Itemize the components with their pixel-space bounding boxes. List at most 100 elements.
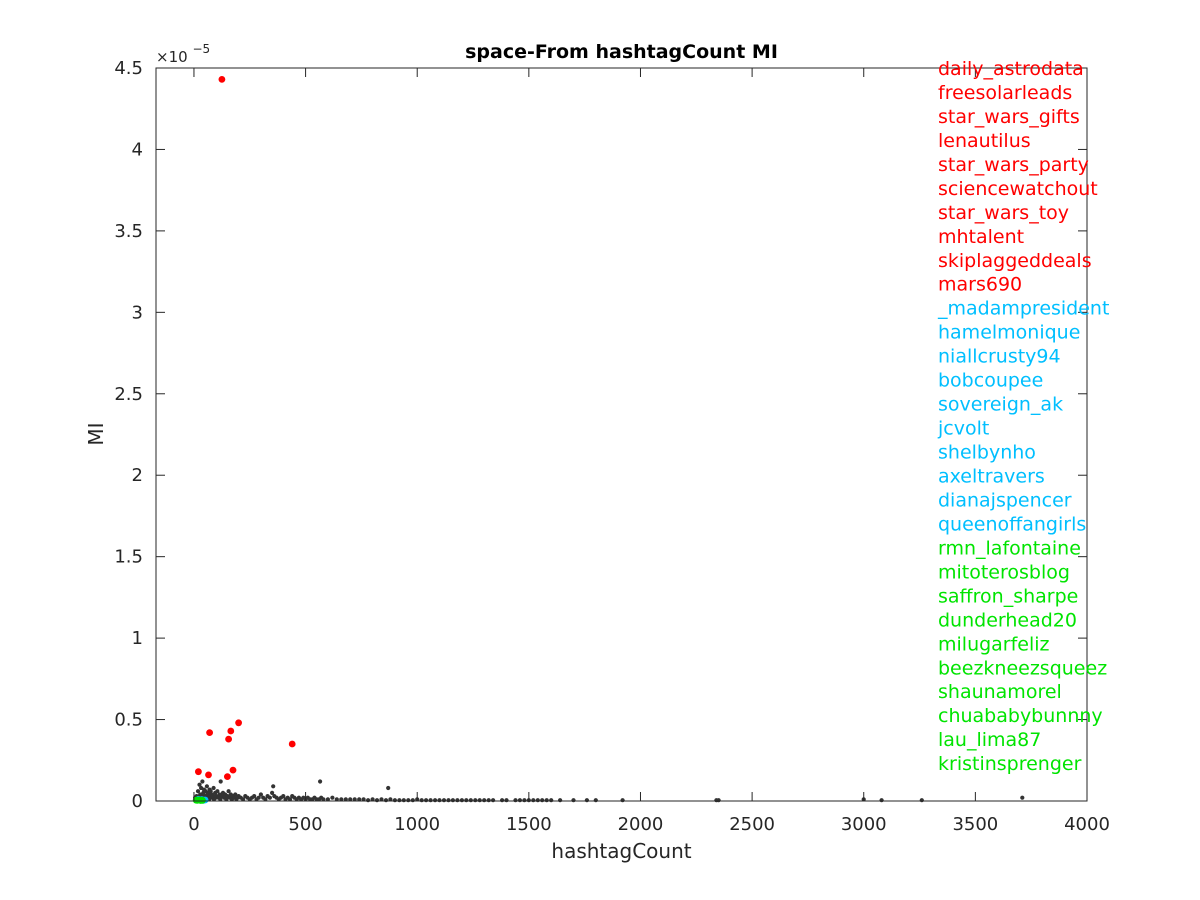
hashtag-label: skiplaggeddeals [938,250,1092,272]
data-point [334,797,339,802]
y-tick-label: 0 [132,791,143,812]
data-point [388,797,393,802]
data-point [392,798,397,803]
x-axis-label: hashtagCount [551,839,691,863]
plot-area [156,68,1087,801]
data-point [235,719,243,727]
data-point [215,789,220,794]
data-point [224,773,231,780]
hashtag-label: saffron_sharpe [938,585,1078,607]
y-axis-label: MI [84,422,108,445]
data-point [513,798,518,803]
data-point [199,796,206,804]
data-point [330,795,335,800]
data-point [517,798,523,803]
data-point [491,798,496,803]
data-point [441,798,447,803]
x-axis-ticks: 0 500 1000 1500 2000 2500 3000 3500 4000 [188,68,1110,835]
data-point [535,798,540,803]
data-point [540,798,545,803]
hashtag-label: bobcoupee [938,370,1043,392]
data-point [386,785,391,791]
data-point [879,798,884,803]
data-point [450,798,455,803]
hashtag-label: axeltravers [938,465,1045,487]
hashtag-label: milugarfeliz [938,633,1050,655]
data-point [225,735,233,743]
data-point [197,782,202,787]
data-point [271,784,276,789]
data-point [419,798,424,803]
chart-title: space-From hashtagCount MI [465,41,778,63]
data-point [229,766,237,774]
data-point [482,798,487,803]
data-point [233,792,238,797]
data-point [281,794,286,799]
hashtag-label: hamelmonique [938,322,1080,344]
data-point [1020,795,1025,800]
y-multiplier-exponent: −5 [192,42,210,56]
hashtag-label: star_wars_gifts [938,106,1080,128]
hashtag-label: shelbynho [938,442,1036,464]
data-point [343,797,348,802]
hashtag-label: rmn_lafontaine [938,537,1081,559]
data-point [287,797,293,802]
x-tick-label: 2500 [729,814,775,835]
data-point [218,76,226,83]
hashtag-label: sovereign_ak [938,394,1063,416]
data-point [211,785,216,791]
hashtag-label: star_wars_party [938,154,1089,176]
x-tick-label: 2000 [618,814,664,835]
data-point [620,798,625,803]
data-point [366,798,371,803]
data-point [288,740,296,748]
hashtag-label: dunderhead20 [938,609,1077,631]
data-point [428,798,433,803]
data-point [321,797,326,802]
x-tick-label: 3000 [841,814,887,835]
data-point [370,797,375,802]
hashtag-label: kristinsprenger [938,753,1082,775]
y-tick-label: 2.5 [114,384,143,405]
hashtag-label: niallcrusty94 [938,346,1061,368]
hashtag-label: beezkneezsqueez [938,657,1107,679]
data-point [383,798,389,803]
data-point [361,797,366,802]
y-axis-multiplier: ×10 −5 [156,42,210,66]
hashtag-label: freesolarleads [938,82,1072,104]
data-point [252,794,257,799]
hashtag-label: star_wars_toy [938,202,1069,224]
y-tick-label: 2 [132,465,143,486]
data-point [241,797,246,802]
data-point [558,798,563,803]
data-point [477,798,482,803]
x-tick-label: 0 [188,814,199,835]
y-tick-label: 1.5 [114,547,143,568]
data-point [464,798,469,803]
data-point [379,797,384,802]
data-point [200,779,205,784]
hashtag-label: lenautilus [938,130,1031,152]
data-point [593,798,598,803]
data-point [397,798,402,803]
data-point [318,779,323,784]
y-tick-label: 3 [132,302,143,323]
data-point [401,798,406,803]
y-multiplier-base: ×10 [156,48,188,66]
data-point [716,798,721,803]
data-point [549,798,554,803]
data-point [218,779,223,784]
data-point [406,798,411,803]
data-point [544,798,549,803]
data-point [195,789,201,794]
data-point [204,784,209,789]
hashtag-label: jcvolt [937,418,989,440]
hashtag-label: _madampresident [937,298,1109,320]
data-point [224,797,229,802]
data-point [195,768,202,776]
x-tick-label: 1500 [506,814,552,835]
y-tick-label: 4.5 [114,58,143,79]
x-tick-label: 3500 [952,814,998,835]
data-point [531,798,536,803]
